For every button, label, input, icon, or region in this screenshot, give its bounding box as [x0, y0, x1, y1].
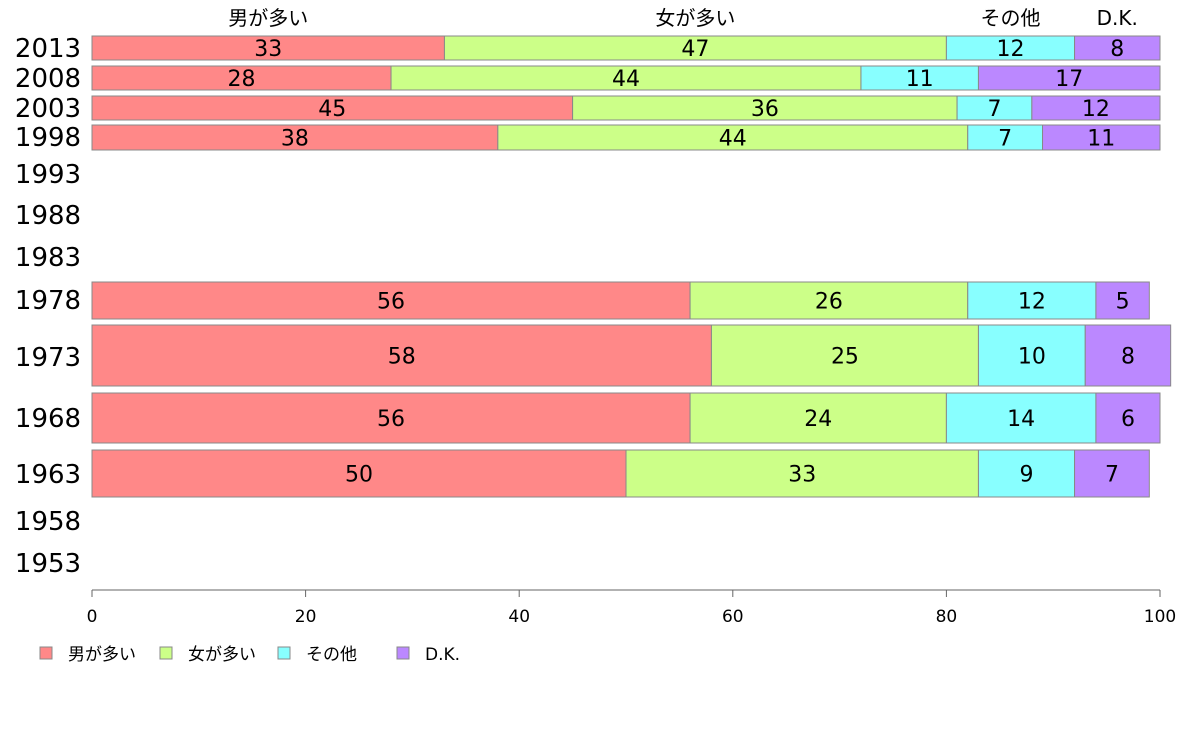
legend-label: 男が多い — [68, 645, 136, 665]
data-label: 24 — [804, 407, 832, 432]
data-label: 38 — [281, 127, 309, 152]
bar-segment — [1084, 324, 1172, 387]
bar-segment — [1095, 281, 1150, 320]
data-label: 47 — [681, 37, 709, 62]
bar-segment — [977, 449, 1076, 498]
x-tick-label: 40 — [508, 607, 530, 627]
data-label: 7 — [998, 127, 1012, 152]
top-series-label: その他 — [980, 6, 1040, 30]
legend-label: 女が多い — [188, 645, 256, 665]
data-label: 56 — [377, 407, 405, 432]
bar-segment — [497, 124, 969, 151]
data-label: 10 — [1018, 345, 1046, 370]
x-tick-label: 80 — [936, 607, 958, 627]
legend-label: その他 — [306, 645, 357, 665]
year-label: 1998 — [15, 123, 81, 153]
bar-segment — [1074, 35, 1161, 61]
year-label: 2013 — [15, 34, 81, 64]
bar-segment — [710, 324, 979, 387]
year-label: 1968 — [15, 404, 81, 434]
bar-segment — [1074, 449, 1150, 498]
x-tick-label: 0 — [87, 607, 98, 627]
year-label: 1963 — [15, 460, 81, 490]
data-label: 8 — [1121, 345, 1135, 370]
data-label: 56 — [377, 290, 405, 315]
data-label: 33 — [788, 463, 816, 488]
bar-segment — [91, 392, 691, 444]
data-label: 12 — [1082, 97, 1110, 122]
year-label: 2008 — [15, 64, 81, 94]
data-label: 11 — [906, 67, 934, 92]
data-label: 58 — [388, 345, 416, 370]
x-tick-label: 20 — [295, 607, 317, 627]
data-label: 14 — [1007, 407, 1035, 432]
bar-segment — [443, 35, 947, 61]
bar-segment — [860, 65, 979, 91]
bar-segment — [91, 124, 499, 151]
bar-segment — [91, 65, 392, 91]
bar-segment — [945, 35, 1076, 61]
legend-label: D.K. — [425, 645, 460, 665]
bar-segment — [689, 281, 969, 320]
data-label: 7 — [1105, 463, 1119, 488]
data-label: 11 — [1087, 127, 1115, 152]
data-label: 17 — [1055, 67, 1083, 92]
bar-segment — [91, 449, 627, 498]
data-label: 33 — [254, 37, 282, 62]
bar-segment — [91, 35, 445, 61]
bar-segment — [1031, 95, 1161, 121]
data-label: 7 — [987, 97, 1001, 122]
data-label: 8 — [1110, 37, 1124, 62]
bar-segment — [1042, 124, 1161, 151]
year-label: 1988 — [15, 201, 81, 231]
top-series-label: 女が多い — [655, 6, 735, 30]
data-label: 12 — [996, 37, 1024, 62]
data-label: 25 — [831, 345, 859, 370]
data-label: 5 — [1116, 290, 1130, 315]
data-label: 28 — [228, 67, 256, 92]
year-label: 1993 — [15, 160, 81, 190]
data-label: 44 — [612, 67, 640, 92]
top-series-label: D.K. — [1097, 6, 1138, 30]
top-series-label: 男が多い — [228, 6, 308, 30]
x-tick-label: 100 — [1144, 607, 1176, 627]
bar-segment — [967, 281, 1097, 320]
data-label: 9 — [1020, 463, 1034, 488]
year-label: 1953 — [15, 549, 81, 579]
data-label: 6 — [1121, 407, 1135, 432]
year-label: 2003 — [15, 94, 81, 124]
bar-segment — [91, 95, 574, 121]
bar-segment — [945, 392, 1097, 444]
bar-segment — [390, 65, 862, 91]
x-tick-label: 60 — [722, 607, 744, 627]
data-label: 36 — [751, 97, 779, 122]
legend-swatch — [277, 646, 291, 660]
bar-segment — [977, 324, 1086, 387]
year-label: 1983 — [15, 243, 81, 273]
year-label: 1958 — [15, 507, 81, 537]
data-label: 26 — [815, 290, 843, 315]
year-label: 1973 — [15, 343, 81, 373]
year-label: 1978 — [15, 286, 81, 316]
data-label: 45 — [318, 97, 346, 122]
data-label: 12 — [1018, 290, 1046, 315]
bar-segment — [977, 65, 1161, 91]
bar-segment — [572, 95, 958, 121]
legend-swatch — [39, 646, 53, 660]
legend-swatch — [396, 646, 410, 660]
bar-segment — [91, 324, 712, 387]
legend-swatch — [159, 646, 173, 660]
data-label: 44 — [719, 127, 747, 152]
bar-segment — [91, 281, 691, 320]
data-label: 50 — [345, 463, 373, 488]
bar-segment — [1095, 392, 1161, 444]
